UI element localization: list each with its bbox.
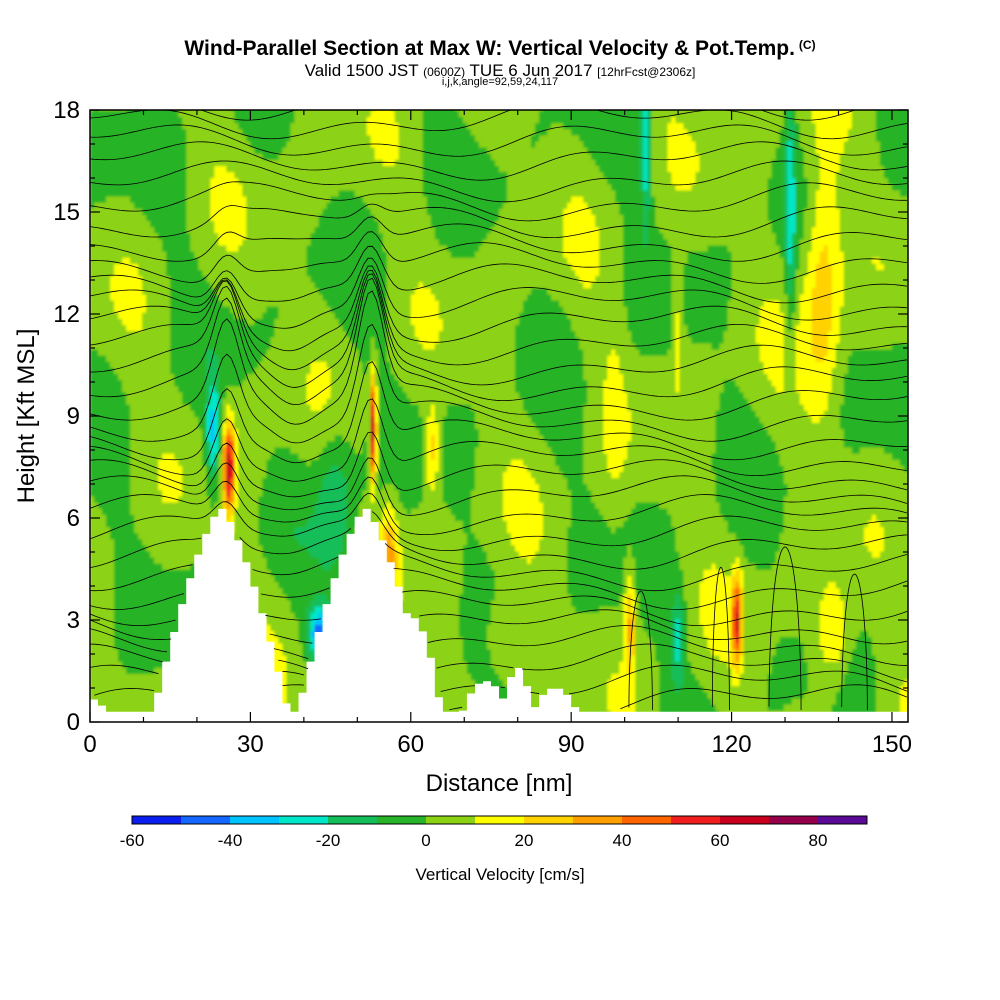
colorbar-tick-label: -20 — [316, 831, 341, 850]
y-tick-label: 3 — [67, 607, 80, 634]
colorbar-tick-label: 80 — [809, 831, 828, 850]
y-tick-label: 18 — [53, 97, 80, 124]
colorbar-tick-label: -60 — [120, 831, 145, 850]
colorbar: -60 -40 -20 0 20 40 60 80 Vertical Velocity [cm/… — [120, 816, 868, 884]
colorbar-title: Vertical Velocity [cm/s] — [415, 865, 584, 884]
plot-area — [90, 43, 909, 723]
colorbar-swatch — [132, 816, 181, 824]
colorbar-swatch — [475, 816, 524, 824]
x-axis-title: Distance [nm] — [426, 770, 573, 797]
colorbar-tick-label: 60 — [711, 831, 730, 850]
colorbar-tick-label: 20 — [515, 831, 534, 850]
x-tick-label: 60 — [397, 731, 424, 758]
colorbar-swatch — [377, 816, 426, 824]
x-tick-label: 0 — [83, 731, 96, 758]
colorbar-swatch — [573, 816, 622, 824]
colorbar-swatch — [769, 816, 818, 824]
colorbar-swatch — [230, 816, 279, 824]
colorbar-swatch — [279, 816, 328, 824]
x-tick-label: 150 — [872, 731, 912, 758]
colorbar-swatch — [426, 816, 475, 824]
y-tick-label: 12 — [53, 301, 80, 328]
isentrope-line — [90, 60, 907, 99]
colorbar-tick-label: -40 — [218, 831, 243, 850]
x-tick-label: 30 — [237, 731, 264, 758]
colorbar-swatch — [671, 816, 720, 824]
y-tick-label: 9 — [67, 403, 80, 430]
colorbar-swatch — [524, 816, 573, 824]
y-axis-title: Height [Kft MSL] — [13, 329, 40, 504]
colorbar-swatch — [622, 816, 671, 824]
y-tick-label: 6 — [67, 505, 80, 532]
colorbar-swatch — [181, 816, 230, 824]
y-tick-label: 0 — [67, 709, 80, 736]
colorbar-tick-label: 40 — [613, 831, 632, 850]
colorbar-swatch — [328, 816, 377, 824]
y-tick-label: 15 — [53, 199, 80, 226]
colorbar-swatch — [720, 816, 769, 824]
x-tick-label: 120 — [712, 731, 752, 758]
colorbar-swatch — [818, 816, 867, 824]
colorbar-tick-label: 0 — [421, 831, 430, 850]
isentrope-line — [90, 43, 907, 76]
x-tick-label: 90 — [558, 731, 585, 758]
